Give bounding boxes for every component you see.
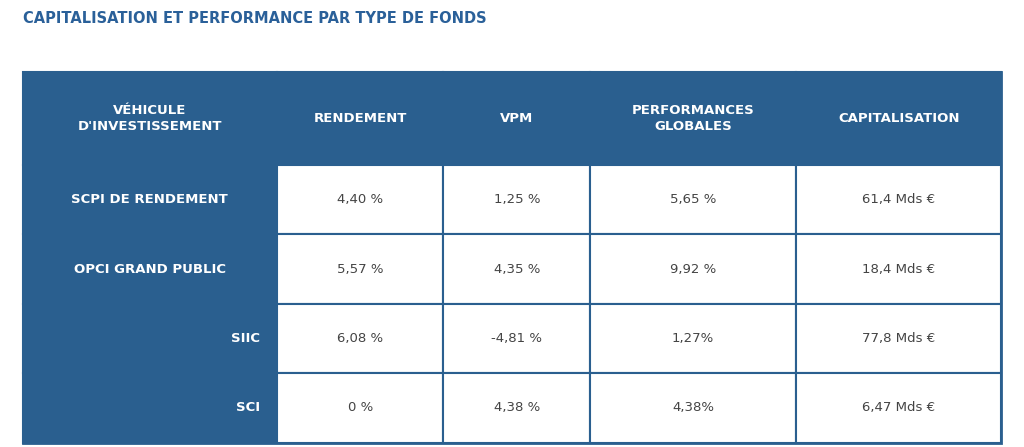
Bar: [23, 373, 278, 443]
Bar: [590, 373, 796, 443]
Text: 4,40 %: 4,40 %: [337, 193, 383, 207]
Text: 18,4 Mds €: 18,4 Mds €: [862, 263, 935, 276]
Text: 9,92 %: 9,92 %: [670, 263, 716, 276]
Text: 6,47 Mds €: 6,47 Mds €: [862, 401, 935, 414]
Text: OPCI GRAND PUBLIC: OPCI GRAND PUBLIC: [74, 263, 225, 276]
Bar: [443, 304, 590, 373]
Bar: [796, 304, 1001, 373]
Text: 1,25 %: 1,25 %: [494, 193, 540, 207]
Bar: [443, 235, 590, 304]
Bar: [796, 72, 1001, 165]
Text: SIIC: SIIC: [231, 332, 260, 345]
Bar: [590, 304, 796, 373]
Text: VÉHICULE
D'INVESTISSEMENT: VÉHICULE D'INVESTISSEMENT: [78, 104, 222, 133]
Bar: [23, 72, 278, 165]
Bar: [278, 72, 443, 165]
Text: SCI: SCI: [236, 401, 260, 414]
Bar: [590, 165, 796, 235]
Text: 5,65 %: 5,65 %: [670, 193, 717, 207]
Bar: [23, 165, 278, 235]
Text: CAPITALISATION ET PERFORMANCE PAR TYPE DE FONDS: CAPITALISATION ET PERFORMANCE PAR TYPE D…: [23, 11, 486, 26]
Text: 0 %: 0 %: [347, 401, 373, 414]
Text: 61,4 Mds €: 61,4 Mds €: [862, 193, 935, 207]
Bar: [590, 72, 796, 165]
Bar: [443, 373, 590, 443]
Bar: [278, 304, 443, 373]
Bar: [278, 165, 443, 235]
Text: 4,35 %: 4,35 %: [494, 263, 540, 276]
Text: -4,81 %: -4,81 %: [492, 332, 543, 345]
Text: RENDEMENT: RENDEMENT: [313, 112, 407, 125]
Bar: [590, 235, 796, 304]
Text: 1,27%: 1,27%: [672, 332, 714, 345]
Text: VPM: VPM: [501, 112, 534, 125]
Text: SCPI DE RENDEMENT: SCPI DE RENDEMENT: [72, 193, 228, 207]
Bar: [443, 72, 590, 165]
Bar: [23, 304, 278, 373]
Bar: [443, 165, 590, 235]
Bar: [278, 373, 443, 443]
Text: 6,08 %: 6,08 %: [337, 332, 383, 345]
Text: 5,57 %: 5,57 %: [337, 263, 384, 276]
Bar: [796, 165, 1001, 235]
Bar: [796, 373, 1001, 443]
Bar: [796, 235, 1001, 304]
Bar: [23, 72, 1001, 443]
Text: 4,38 %: 4,38 %: [494, 401, 540, 414]
Text: 4,38%: 4,38%: [672, 401, 714, 414]
Bar: [278, 235, 443, 304]
Text: PERFORMANCES
GLOBALES: PERFORMANCES GLOBALES: [632, 104, 755, 133]
Text: CAPITALISATION: CAPITALISATION: [838, 112, 959, 125]
Text: 77,8 Mds €: 77,8 Mds €: [862, 332, 935, 345]
Bar: [23, 235, 278, 304]
